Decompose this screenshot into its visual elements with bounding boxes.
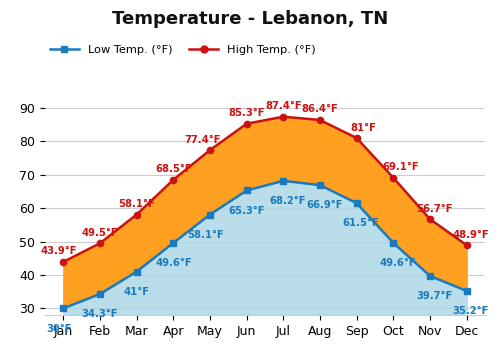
Text: 87.4°F: 87.4°F	[265, 101, 302, 111]
Text: 86.4°F: 86.4°F	[302, 105, 339, 114]
Text: Temperature - Lebanon, TN: Temperature - Lebanon, TN	[112, 10, 388, 28]
Text: 58.1°F: 58.1°F	[118, 199, 155, 209]
Text: 41°F: 41°F	[124, 287, 150, 297]
Text: 65.3°F: 65.3°F	[228, 206, 265, 216]
Text: 58.1°F: 58.1°F	[188, 230, 224, 240]
Text: 49.5°F: 49.5°F	[82, 228, 118, 238]
Text: 68.2°F: 68.2°F	[269, 196, 306, 206]
Text: 56.7°F: 56.7°F	[416, 204, 453, 214]
Text: 35.2°F: 35.2°F	[452, 306, 489, 316]
Text: 43.9°F: 43.9°F	[41, 246, 78, 256]
Text: 68.5°F: 68.5°F	[155, 164, 192, 174]
Text: 77.4°F: 77.4°F	[185, 134, 222, 145]
Text: 85.3°F: 85.3°F	[228, 108, 265, 118]
Text: 69.1°F: 69.1°F	[382, 162, 418, 172]
Text: 66.9°F: 66.9°F	[306, 201, 343, 210]
Text: 61.5°F: 61.5°F	[342, 218, 379, 229]
Text: 49.6°F: 49.6°F	[379, 258, 416, 268]
Text: 48.9°F: 48.9°F	[452, 230, 489, 240]
Text: 39.7°F: 39.7°F	[416, 291, 453, 301]
Text: 30°F: 30°F	[46, 324, 72, 334]
Text: 34.3°F: 34.3°F	[82, 309, 118, 319]
Text: 49.6°F: 49.6°F	[155, 258, 192, 268]
Text: 81°F: 81°F	[350, 122, 376, 133]
Legend: Low Temp. (°F), High Temp. (°F): Low Temp. (°F), High Temp. (°F)	[46, 41, 320, 60]
